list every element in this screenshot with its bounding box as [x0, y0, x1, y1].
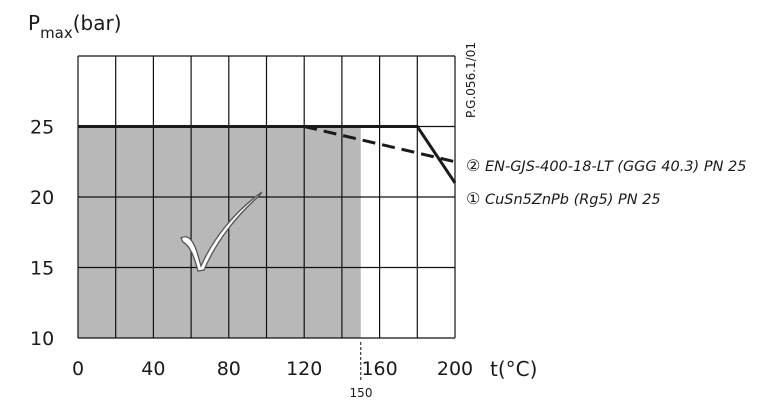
- y-tick-label-20: 20: [30, 187, 54, 209]
- x-tick-label-120: 120: [286, 358, 322, 380]
- x-tick-label-0: 0: [72, 358, 84, 380]
- x-tick-label-160: 160: [361, 358, 397, 380]
- legend-entry-2: ② EN-GJS-400-18-LT (GGG 40.3) PN 25: [466, 156, 746, 175]
- legend-entry-1: ① CuSn5ZnPb (Rg5) PN 25: [466, 189, 661, 208]
- series-layer: [78, 125, 457, 184]
- shaded-region-layer: [78, 126, 361, 338]
- y-axis-title-main: P: [28, 11, 40, 35]
- y-tick-label-25: 25: [30, 117, 54, 139]
- checkmark-icon: [180, 191, 263, 272]
- x-extra-label-150: 150: [350, 386, 373, 400]
- doc-code: P.G.056.1/01: [464, 42, 478, 118]
- y-tick-label-15: 15: [30, 258, 54, 280]
- y-axis-title-unit: (bar): [73, 11, 122, 35]
- shaded-region: [78, 126, 361, 338]
- grid-layer: [77, 55, 456, 382]
- legend-label-2: EN-GJS-400-18-LT (GGG 40.3) PN 25: [485, 159, 747, 175]
- checkmark-layer: [180, 191, 263, 272]
- series-line-2: [303, 125, 456, 164]
- x-tick-label-200: 200: [437, 358, 473, 380]
- x-axis-title: t(°C): [490, 357, 537, 381]
- y-axis-title: Pmax(bar): [28, 11, 122, 42]
- y-axis-title-sub: max: [40, 24, 73, 42]
- x-tick-label-40: 40: [141, 358, 165, 380]
- series-line-1: [78, 125, 457, 184]
- legend-marker-2: ②: [466, 156, 480, 175]
- legend-label-1: CuSn5ZnPb (Rg5) PN 25: [485, 192, 661, 208]
- y-tick-label-10: 10: [30, 328, 54, 350]
- x-tick-label-80: 80: [217, 358, 241, 380]
- legend: ② EN-GJS-400-18-LT (GGG 40.3) PN 25 ① Cu…: [466, 156, 746, 208]
- legend-marker-1: ①: [466, 189, 480, 208]
- label-layer: 0 40 80 120 160 200 10 15 20 25: [30, 117, 473, 381]
